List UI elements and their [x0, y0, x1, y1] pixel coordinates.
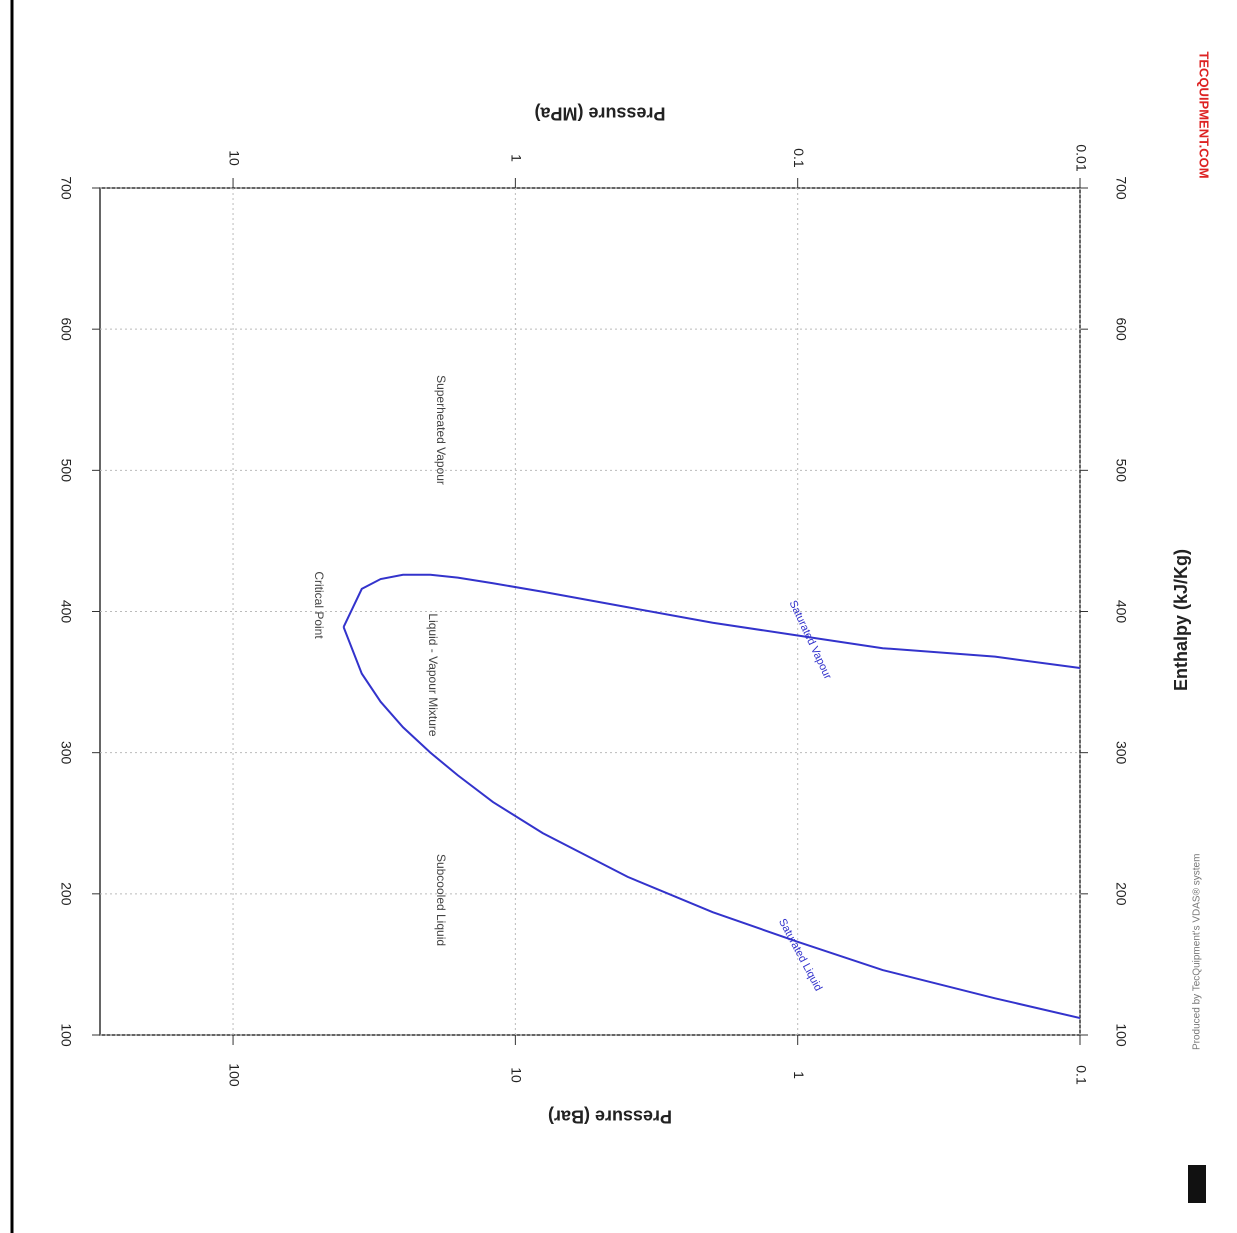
- region-label: Critical Point: [312, 571, 326, 639]
- y-tick-label: 600: [1113, 317, 1129, 341]
- x2-tick-label: 0.1: [791, 148, 807, 168]
- x-tick-label: 1: [791, 1071, 807, 1079]
- y-tick-label: 300: [1113, 741, 1129, 765]
- saturation-line: [342, 626, 1081, 1020]
- series-label: Saturated Liquid: [776, 917, 824, 993]
- y-tick-label: 500: [1113, 459, 1129, 483]
- y-axis-title: Enthalpy (kJ/Kg): [1171, 549, 1191, 691]
- y-tick-label: 200: [58, 882, 74, 906]
- y-tick-label: 100: [1113, 1023, 1129, 1047]
- y-tick-label: 400: [58, 600, 74, 624]
- y-tick-label: 500: [58, 459, 74, 483]
- x-axis-title: Pressure (Bar): [548, 1106, 672, 1126]
- y-tick-label: 700: [1113, 176, 1129, 200]
- region-label: Liquid - Vapour Mixture: [426, 613, 440, 736]
- region-label: Superheated Vapour: [434, 375, 448, 485]
- y-tick-label: 600: [58, 317, 74, 341]
- x2-tick-label: 10: [226, 150, 242, 166]
- brand: TECQUIPMENT.COM: [1197, 51, 1212, 178]
- x2-tick-label: 0.01: [1073, 144, 1089, 171]
- x-tick-label: 10: [509, 1067, 525, 1083]
- saturation-line: [342, 573, 1081, 669]
- region-label: Subcooled Liquid: [434, 854, 448, 946]
- credit: Produced by TecQuipment's VDAS® system: [1192, 854, 1203, 1050]
- logo: [1188, 1165, 1206, 1203]
- x-tick-label: 0.1: [1073, 1065, 1089, 1085]
- y-tick-label: 300: [58, 741, 74, 765]
- x2-tick-label: 1: [509, 154, 525, 162]
- x2-axis-title: Pressure (MPa): [534, 103, 665, 123]
- y-tick-label: 200: [1113, 882, 1129, 906]
- x-tick-label: 100: [226, 1063, 242, 1087]
- y-tick-label: 400: [1113, 600, 1129, 624]
- y-tick-label: 700: [58, 176, 74, 200]
- y-tick-label: 100: [58, 1023, 74, 1047]
